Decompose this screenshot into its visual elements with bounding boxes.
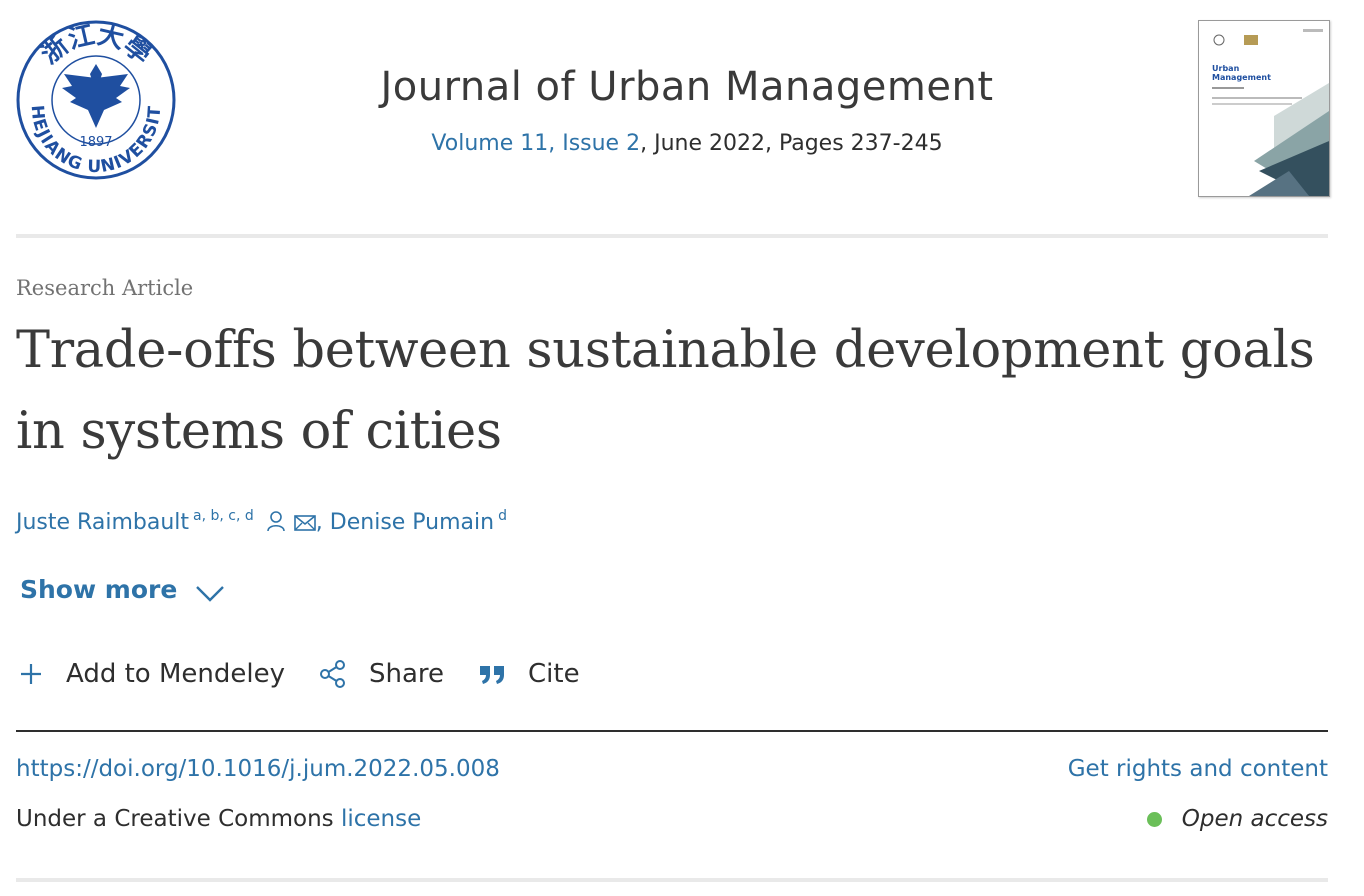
show-more-label: Show more <box>20 575 178 604</box>
get-rights-link[interactable]: Get rights and content <box>1067 756 1328 782</box>
issue-details: , June 2022, Pages 237-245 <box>640 131 943 156</box>
cover-title-line1: Urban <box>1212 64 1240 73</box>
logo-year: 1897 <box>79 135 112 150</box>
author-affiliations-raimbault: a, b, c, d <box>193 508 254 524</box>
author-separator: , <box>315 510 323 535</box>
university-logo[interactable]: 浙江大學 ZHEJIANG UNIVERSITY 1897 <box>8 5 176 180</box>
plus-icon <box>21 664 41 684</box>
share-label: Share <box>368 659 445 689</box>
journal-cover-thumbnail[interactable]: Urban Management <box>1198 20 1330 197</box>
journal-title[interactable]: Journal of Urban Management <box>0 64 1364 110</box>
add-to-mendeley-label: Add to Mendeley <box>66 659 285 689</box>
cite-label: Cite <box>528 659 580 689</box>
article-type: Research Article <box>16 276 194 300</box>
open-access-dot-icon <box>1146 811 1162 827</box>
license-prefix: Under a Creative Commons <box>16 806 341 832</box>
author-link-pumain[interactable]: Denise Pumain <box>329 510 495 535</box>
volume-issue-link[interactable]: Volume 11, Issue 2 <box>431 131 641 156</box>
share-button[interactable]: Share <box>319 659 444 689</box>
chevron-down-icon <box>196 585 225 602</box>
cite-button[interactable]: Cite <box>478 659 580 689</box>
license-link[interactable]: license <box>340 806 422 832</box>
footer-divider <box>16 878 1328 882</box>
header-divider <box>16 234 1328 238</box>
author-list: Juste Raimbault a, b, c, d , Denise Pumai… <box>16 508 507 538</box>
cover-title-line2: Management <box>1212 73 1271 82</box>
open-access-badge: Open access <box>1146 806 1328 832</box>
show-more-button[interactable]: Show more <box>20 575 225 604</box>
author-affiliations-pumain: d <box>498 508 507 524</box>
issue-line: Volume 11, Issue 2, June 2022, Pages 237… <box>0 131 1364 156</box>
article-title: Trade-offs between sustainable developme… <box>16 321 1315 461</box>
journal-title-text[interactable]: Journal of Urban Management <box>380 64 994 110</box>
person-icon[interactable] <box>266 510 286 538</box>
eagle-icon <box>62 64 130 128</box>
open-access-label: Open access <box>1181 806 1328 832</box>
article-actions: Add to Mendeley Share Cite <box>18 653 614 695</box>
envelope-icon[interactable] <box>293 513 316 538</box>
license-statement: Under a Creative Commons license <box>16 806 421 832</box>
doi-link[interactable]: https://doi.org/10.1016/j.jum.2022.05.00… <box>16 756 500 782</box>
add-to-mendeley-button[interactable]: Add to Mendeley <box>18 659 285 689</box>
quote-icon <box>480 666 505 684</box>
share-icon <box>319 660 345 688</box>
actions-divider <box>16 730 1328 732</box>
author-link-raimbault[interactable]: Juste Raimbault <box>16 510 190 535</box>
